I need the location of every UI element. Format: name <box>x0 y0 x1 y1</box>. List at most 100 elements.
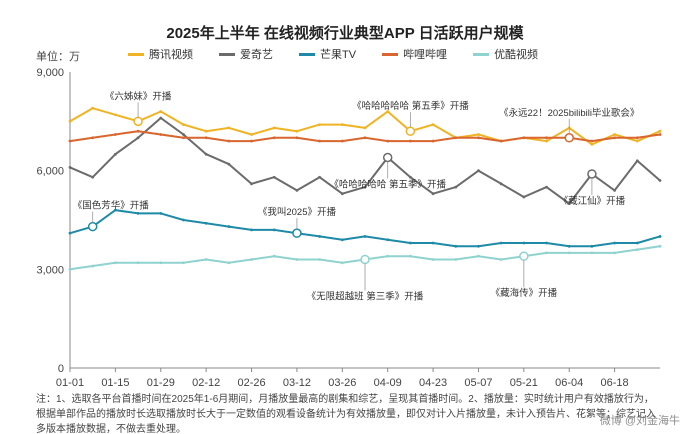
data-point <box>340 192 344 196</box>
annotation-label: 《六姊妹》开播 <box>105 90 172 102</box>
y-tick-label: 0 <box>58 363 64 375</box>
data-point <box>658 244 662 248</box>
data-point <box>113 113 117 117</box>
data-point <box>363 136 367 140</box>
chart-title: 2025年上半年 在线视频行业典型APP 日活跃用户规模 <box>166 25 524 42</box>
data-point <box>159 110 163 113</box>
data-point <box>477 169 480 173</box>
data-point <box>454 185 458 189</box>
data-point <box>408 139 412 143</box>
x-tick-label: 06-18 <box>601 377 629 389</box>
data-point <box>250 182 253 186</box>
data-point <box>318 139 322 143</box>
annotation-marker <box>292 228 302 238</box>
data-point <box>658 235 662 238</box>
data-point <box>613 133 617 136</box>
data-point <box>68 231 72 235</box>
watermark: 微博 @刘金海牛 <box>599 415 680 427</box>
annotation-label: 《哈哈哈哈哈 第五季》开播 <box>329 179 446 191</box>
data-point <box>159 133 163 136</box>
legend-item: 芒果TV <box>299 46 356 62</box>
data-point <box>182 218 185 222</box>
legend-item: 优酷视频 <box>473 46 538 62</box>
x-tick-label: 06-04 <box>555 377 583 389</box>
data-point <box>499 241 503 245</box>
data-point <box>635 159 639 163</box>
data-point <box>522 136 526 140</box>
data-point <box>318 258 322 261</box>
data-point <box>499 182 503 186</box>
data-point <box>386 254 390 258</box>
data-point <box>431 258 435 261</box>
data-point <box>272 228 276 232</box>
data-point <box>499 258 503 261</box>
data-point <box>477 244 480 248</box>
data-point <box>454 244 458 248</box>
legend-swatch <box>128 52 144 56</box>
legend-label: 优酷视频 <box>494 49 539 61</box>
data-point <box>567 244 571 248</box>
data-point <box>386 110 390 113</box>
legend-item: 腾讯视频 <box>128 46 193 62</box>
annotation-marker <box>360 254 370 265</box>
data-point <box>340 123 344 127</box>
y-tick-label: 6,000 <box>36 166 64 178</box>
legend-swatch <box>473 52 490 56</box>
annotation-marker <box>564 133 574 143</box>
data-point <box>295 258 299 261</box>
data-point <box>204 258 208 261</box>
legend-item: 哔哩哔哩 <box>382 46 447 62</box>
data-point <box>386 238 390 242</box>
data-point <box>477 136 480 140</box>
footnote: 注：1、选取各平台首播时间在2025年1-6月期间，月播放量最高的剧集和综艺，呈… <box>36 394 656 434</box>
data-point <box>295 129 299 133</box>
data-point <box>408 175 412 179</box>
data-point <box>272 175 276 179</box>
data-point <box>68 165 72 169</box>
data-point <box>159 116 163 120</box>
legend-label: 芒果TV <box>320 49 357 61</box>
legend: 腾讯视频 爱奇艺 芒果TV 哔哩哔哩 优酷视频 <box>128 46 538 62</box>
unit-label: 单位：万 <box>36 51 80 63</box>
annotation-label: 《藏海传》开播 <box>491 287 558 299</box>
data-point <box>91 264 95 268</box>
data-point <box>567 202 571 205</box>
y-tick-label: 9,000 <box>36 67 64 79</box>
x-tick-label: 01-15 <box>101 377 129 389</box>
data-point <box>590 251 594 255</box>
y-tick-label: 3,000 <box>36 264 64 276</box>
data-point <box>159 261 163 265</box>
data-point <box>250 133 253 136</box>
data-point <box>613 251 617 255</box>
data-point <box>658 133 662 136</box>
data-point <box>113 261 117 265</box>
data-point <box>182 261 185 265</box>
data-point <box>159 212 163 215</box>
data-point <box>408 254 412 258</box>
legend-label: 腾讯视频 <box>149 49 193 61</box>
data-point <box>340 139 344 143</box>
data-point <box>545 136 548 140</box>
data-point <box>658 129 662 133</box>
data-point <box>363 185 367 189</box>
annotation-label: 《国色芳华》开播 <box>73 200 150 212</box>
data-point <box>454 136 458 140</box>
series-line-2 <box>69 209 661 248</box>
data-point <box>431 139 435 143</box>
data-point <box>136 136 140 140</box>
data-point <box>182 123 185 127</box>
data-point <box>522 241 526 245</box>
data-point <box>635 248 639 252</box>
data-point <box>91 136 95 140</box>
legend-label: 哔哩哔哩 <box>403 49 448 61</box>
annotation-label: 《哈哈哈哈哈 第五季》开播 <box>352 100 469 112</box>
data-point <box>68 139 72 143</box>
annotation-marker <box>519 251 529 261</box>
data-point <box>477 133 480 136</box>
data-point <box>658 179 662 182</box>
data-point <box>590 139 594 143</box>
data-point <box>227 225 231 228</box>
legend-swatch <box>382 52 399 56</box>
data-point <box>431 123 435 127</box>
